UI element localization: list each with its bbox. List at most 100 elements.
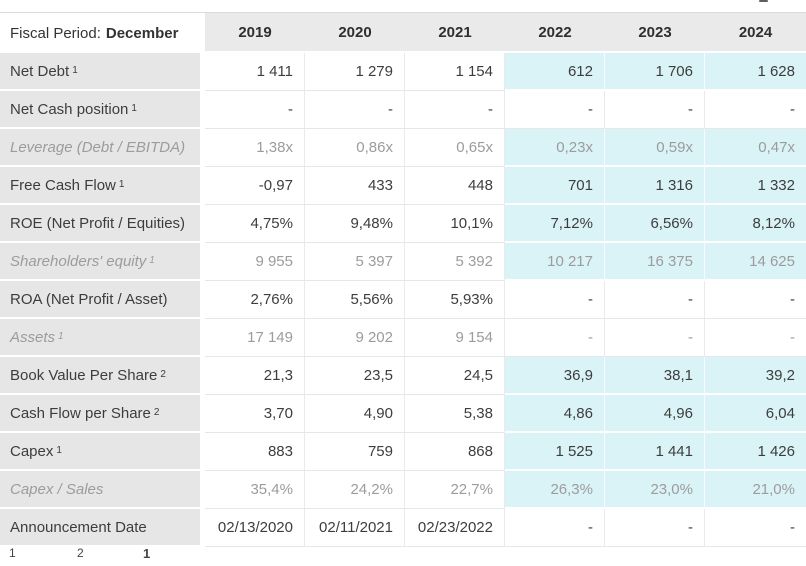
footnote-marker-1: 1 [9, 546, 16, 560]
column-gap [200, 357, 205, 395]
footnote-marker-2: 2 [77, 546, 84, 560]
value-cell-estimate: 6,04 [705, 395, 806, 433]
value-cell: 759 [305, 433, 405, 471]
value-cell: 24,5 [405, 357, 505, 395]
row-label: Net Debt 1 [0, 53, 200, 91]
value-cell-estimate: 10 217 [505, 243, 605, 281]
column-gap [200, 395, 205, 433]
value-cell: 433 [305, 167, 405, 205]
fiscal-period-value: December [105, 24, 179, 42]
table-row-roe: ROE (Net Profit / Equities) 4,75% 9,48% … [0, 205, 806, 243]
column-gap [200, 433, 205, 471]
value-cell-estimate: 26,3% [505, 471, 605, 509]
row-label: Free Cash Flow 1 [0, 167, 200, 205]
value-cell: 2,76% [205, 281, 305, 319]
value-cell-estimate: 1 628 [705, 53, 806, 91]
value-cell: 5 397 [305, 243, 405, 281]
value-cell-estimate: 38,1 [605, 357, 705, 395]
value-cell: 9,48% [305, 205, 405, 243]
column-gap [200, 167, 205, 205]
value-cell: 02/11/2021 [305, 509, 405, 547]
column-gap [200, 509, 205, 547]
value-cell: 5,56% [305, 281, 405, 319]
value-cell: - [505, 281, 605, 319]
value-cell: 21,3 [205, 357, 305, 395]
row-label: Announcement Date [0, 509, 200, 547]
value-cell: 868 [405, 433, 505, 471]
value-cell: 23,5 [305, 357, 405, 395]
value-cell-estimate: 0,23x [505, 129, 605, 167]
column-gap [200, 129, 205, 167]
value-cell-estimate: 1 525 [505, 433, 605, 471]
value-cell: 9 955 [205, 243, 305, 281]
value-cell: - [605, 91, 705, 129]
row-label: ROA (Net Profit / Asset) [0, 281, 200, 319]
year-header-2024: 2024 [705, 13, 806, 53]
value-cell: 883 [205, 433, 305, 471]
value-cell-estimate: 1 316 [605, 167, 705, 205]
column-gap [200, 471, 205, 509]
table-row-capex-sales: Capex / Sales 35,4% 24,2% 22,7% 26,3% 23… [0, 471, 806, 509]
column-gap [200, 205, 205, 243]
year-header-2019: 2019 [205, 13, 305, 53]
value-cell: 4,75% [205, 205, 305, 243]
value-cell: - [605, 319, 705, 357]
value-cell: 5,93% [405, 281, 505, 319]
value-cell: 17 149 [205, 319, 305, 357]
value-cell: - [705, 509, 806, 547]
value-cell: - [505, 319, 605, 357]
table-row-free-cash-flow: Free Cash Flow 1 -0,97 433 448 701 1 316 … [0, 167, 806, 205]
row-label: Capex 1 [0, 433, 200, 471]
value-cell-estimate: 14 625 [705, 243, 806, 281]
table-header-row: Fiscal Period: December 2019 2020 2021 2… [0, 12, 806, 53]
table-row-net-cash-position: Net Cash position 1 - - - - - - [0, 91, 806, 129]
value-cell: - [505, 91, 605, 129]
table-row-assets: Assets 1 17 149 9 202 9 154 - - - [0, 319, 806, 357]
value-cell: 22,7% [405, 471, 505, 509]
footnote-line: 1 2 1 [0, 546, 806, 566]
fiscal-period-label: Fiscal Period: [10, 24, 101, 42]
value-cell: 1 279 [305, 53, 405, 91]
value-cell: 448 [405, 167, 505, 205]
value-cell-estimate: 6,56% [605, 205, 705, 243]
value-cell: 5 392 [405, 243, 505, 281]
value-cell: 35,4% [205, 471, 305, 509]
year-header-2023: 2023 [605, 13, 705, 53]
value-cell-estimate: 0,47x [705, 129, 806, 167]
value-cell: -0,97 [205, 167, 305, 205]
value-cell: - [305, 91, 405, 129]
value-cell-estimate: 16 375 [605, 243, 705, 281]
value-cell: 9 154 [405, 319, 505, 357]
financials-table: Fiscal Period: December 2019 2020 2021 2… [0, 12, 806, 547]
year-header-2020: 2020 [305, 13, 405, 53]
table-row-shareholders-equity: Shareholders' equity 1 9 955 5 397 5 392 … [0, 243, 806, 281]
value-cell-estimate: 39,2 [705, 357, 806, 395]
value-cell-estimate: 8,12% [705, 205, 806, 243]
row-label: Assets 1 [0, 319, 200, 357]
value-cell: 1,38x [205, 129, 305, 167]
column-gap [200, 53, 205, 91]
table-row-capex: Capex 1 883 759 868 1 525 1 441 1 426 [0, 433, 806, 471]
table-row-net-debt: Net Debt 1 1 411 1 279 1 154 612 1 706 1 … [0, 53, 806, 91]
value-cell-estimate: 612 [505, 53, 605, 91]
value-cell-estimate: 36,9 [505, 357, 605, 395]
table-row-cash-flow-per-share: Cash Flow per Share 2 3,70 4,90 5,38 4,86… [0, 395, 806, 433]
value-cell-estimate: 1 706 [605, 53, 705, 91]
value-cell: - [605, 281, 705, 319]
value-cell-estimate: 1 332 [705, 167, 806, 205]
value-cell-estimate: 21,0% [705, 471, 806, 509]
value-cell: 9 202 [305, 319, 405, 357]
year-header-2021: 2021 [405, 13, 505, 53]
value-cell: 1 411 [205, 53, 305, 91]
value-cell-estimate: 0,59x [605, 129, 705, 167]
row-label: Shareholders' equity 1 [0, 243, 200, 281]
value-cell: - [505, 509, 605, 547]
table-row-leverage: Leverage (Debt / EBITDA) 1,38x 0,86x 0,6… [0, 129, 806, 167]
column-gap [200, 243, 205, 281]
value-cell: 0,86x [305, 129, 405, 167]
value-cell: 0,65x [405, 129, 505, 167]
year-header-2022: 2022 [505, 13, 605, 53]
value-cell-estimate: 4,86 [505, 395, 605, 433]
value-cell-estimate: 1 441 [605, 433, 705, 471]
value-cell: - [705, 281, 806, 319]
